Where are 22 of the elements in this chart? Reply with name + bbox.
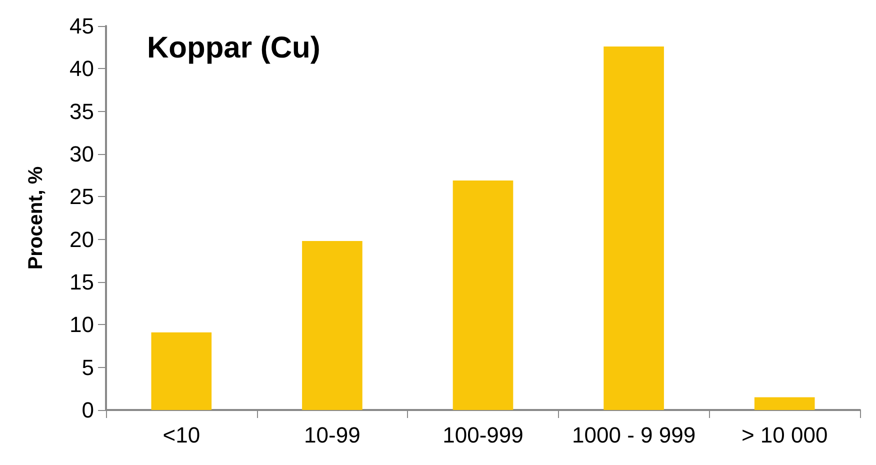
y-tick-label: 0 xyxy=(82,398,94,422)
bar xyxy=(151,332,212,410)
x-tick-label: 10-99 xyxy=(304,422,360,448)
bar xyxy=(754,397,815,410)
bar xyxy=(452,180,514,410)
y-tick-label: 35 xyxy=(70,98,94,124)
x-tick-label: <10 xyxy=(162,422,200,448)
x-tick-label: 1000 - 9 999 xyxy=(572,422,696,448)
y-axis-title: Procent, % xyxy=(25,166,47,270)
y-tick-label: 10 xyxy=(70,312,94,338)
y-tick-label: 15 xyxy=(70,270,94,294)
y-tick-label: 45 xyxy=(70,14,94,38)
x-tick-label: 100-999 xyxy=(442,422,524,448)
chart-title: Koppar (Cu) xyxy=(147,32,320,64)
y-tick-label: 40 xyxy=(70,56,94,82)
y-tick-label: 30 xyxy=(70,142,94,166)
bar xyxy=(604,46,664,410)
bar xyxy=(302,241,362,410)
x-tick-label: > 10 000 xyxy=(741,422,828,448)
y-tick-label: 20 xyxy=(70,226,94,252)
y-tick-label: 5 xyxy=(82,354,94,380)
y-tick-label: 25 xyxy=(70,184,94,210)
